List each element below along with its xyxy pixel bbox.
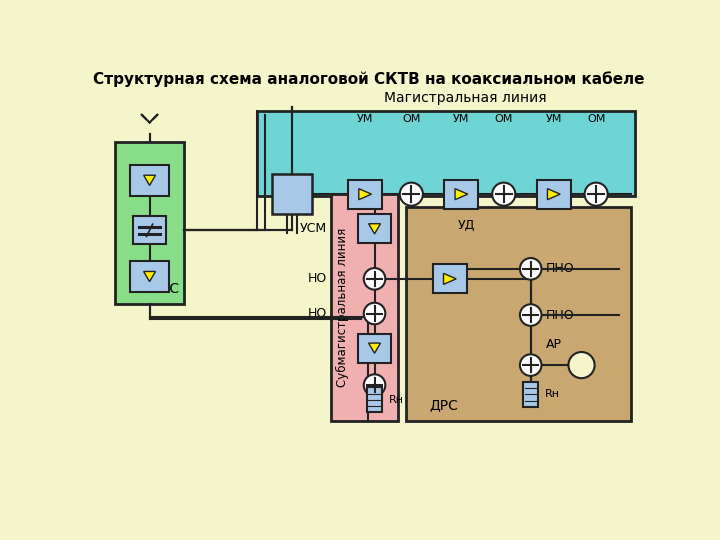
Text: НО: НО [307, 272, 327, 285]
Polygon shape [444, 273, 456, 285]
Bar [359, 334, 391, 363]
Polygon shape [455, 188, 468, 200]
Text: АР: АР [546, 338, 562, 351]
Text: ОМ: ОМ [587, 114, 606, 124]
Bar [348, 179, 382, 209]
Text: УД: УД [457, 219, 475, 232]
Text: Структурная схема аналоговой СКТВ на коаксиальном кабеле: Структурная схема аналоговой СКТВ на коа… [94, 71, 644, 86]
Text: ДРС: ДРС [429, 398, 458, 412]
Text: ОМ: ОМ [402, 114, 420, 124]
Circle shape [492, 183, 516, 206]
Circle shape [400, 183, 423, 206]
Bar [257, 111, 634, 195]
Circle shape [520, 304, 541, 326]
Polygon shape [369, 224, 380, 234]
Text: Магистральная линия: Магистральная линия [384, 91, 546, 105]
Circle shape [585, 183, 608, 206]
Polygon shape [143, 272, 156, 282]
Circle shape [520, 354, 541, 376]
Circle shape [568, 352, 595, 378]
Text: НО: НО [307, 307, 327, 320]
Circle shape [364, 374, 385, 396]
Polygon shape [143, 175, 156, 185]
Text: ТВ: ТВ [573, 360, 590, 370]
Bar [130, 261, 168, 292]
Circle shape [520, 258, 541, 280]
Bar [537, 179, 571, 209]
Text: Субмагистральная линия: Субмагистральная линия [336, 228, 349, 387]
Bar [406, 207, 631, 421]
Bar [330, 194, 398, 421]
Text: ПНО: ПНО [546, 308, 575, 321]
Circle shape [364, 268, 385, 289]
Bar [115, 142, 184, 303]
Text: УМ: УМ [357, 114, 374, 124]
Text: УМ: УМ [453, 114, 469, 124]
Polygon shape [369, 343, 380, 353]
Bar [272, 174, 312, 214]
Bar [433, 264, 467, 294]
Bar [359, 214, 391, 244]
Text: Rн: Rн [544, 389, 559, 400]
Text: ГС: ГС [161, 282, 179, 296]
Bar [367, 387, 382, 412]
Circle shape [364, 303, 385, 325]
Text: ПНО: ПНО [546, 262, 575, 275]
Text: Rн: Rн [388, 395, 403, 405]
Polygon shape [547, 188, 560, 200]
Text: УСМ: УСМ [300, 222, 327, 235]
Text: УМ: УМ [546, 114, 562, 124]
Text: ОМ: ОМ [495, 114, 513, 124]
Text: Р: Р [285, 185, 299, 204]
Bar [444, 179, 478, 209]
Bar [523, 382, 539, 407]
Bar [130, 165, 168, 195]
Bar [132, 217, 166, 244]
Polygon shape [359, 188, 372, 200]
